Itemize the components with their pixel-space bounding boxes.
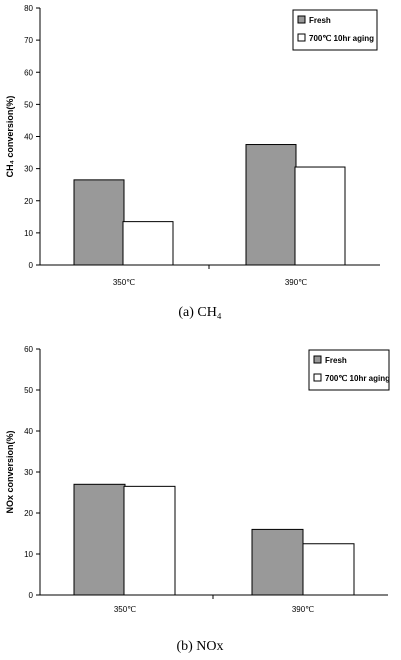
legend-box [292, 9, 378, 51]
bar-fresh-1 [245, 144, 297, 266]
x-category-label: 390℃ [292, 605, 314, 614]
legend-label: Fresh [325, 356, 347, 365]
y-tick-label: 40 [24, 427, 33, 436]
chart-nox: 0 10 20 30 40 50 60 350℃ 390℃ NOx conversion(%) Fr… [5, 345, 390, 654]
bar-fresh-0 [73, 179, 125, 266]
figure-caption: (a) CH₄ [178, 305, 221, 320]
legend-swatch [313, 355, 322, 364]
y-tick-label: 60 [24, 345, 33, 354]
bar-aged-1 [302, 543, 355, 596]
legend-label: Fresh [309, 16, 331, 25]
bar-fresh-0 [73, 483, 126, 596]
y-axis-title: CH₄ conversion(%) [5, 96, 15, 178]
y-tick-label: 10 [24, 550, 33, 559]
y-tick-label: 50 [24, 100, 33, 109]
bar-aged-0 [122, 221, 174, 266]
y-tick-label: 60 [24, 68, 33, 77]
legend-swatch [313, 373, 322, 382]
legend-label: 700℃ 10hr aging [325, 374, 390, 383]
x-category-label: 390℃ [285, 278, 307, 287]
y-tick-label: 30 [24, 468, 33, 477]
x-category-label: 350℃ [114, 605, 136, 614]
y-tick-label: 40 [24, 133, 33, 142]
bar-aged-0 [123, 485, 176, 596]
y-tick-label: 20 [24, 197, 33, 206]
chart-ch4: 0 10 20 30 40 50 60 70 80 350℃ 390℃ CH₄ conversion(… [5, 4, 380, 320]
y-tick-label: 0 [29, 591, 34, 600]
legend-label: 700℃ 10hr aging [309, 34, 374, 43]
legend-swatch [297, 33, 306, 42]
legend-swatch [297, 15, 306, 24]
figure-caption: (b) NOx [176, 639, 223, 654]
bar-fresh-1 [251, 528, 304, 596]
y-tick-label: 70 [24, 36, 33, 45]
y-axis-title: NOx conversion(%) [5, 430, 15, 513]
y-tick-label: 0 [29, 261, 34, 270]
y-tick-label: 20 [24, 509, 33, 518]
y-tick-label: 30 [24, 165, 33, 174]
y-tick-label: 10 [24, 229, 33, 238]
bar-aged-1 [294, 166, 346, 266]
y-tick-label: 50 [24, 386, 33, 395]
x-category-label: 350℃ [113, 278, 135, 287]
legend-box [308, 349, 390, 391]
y-tick-label: 80 [24, 4, 33, 13]
